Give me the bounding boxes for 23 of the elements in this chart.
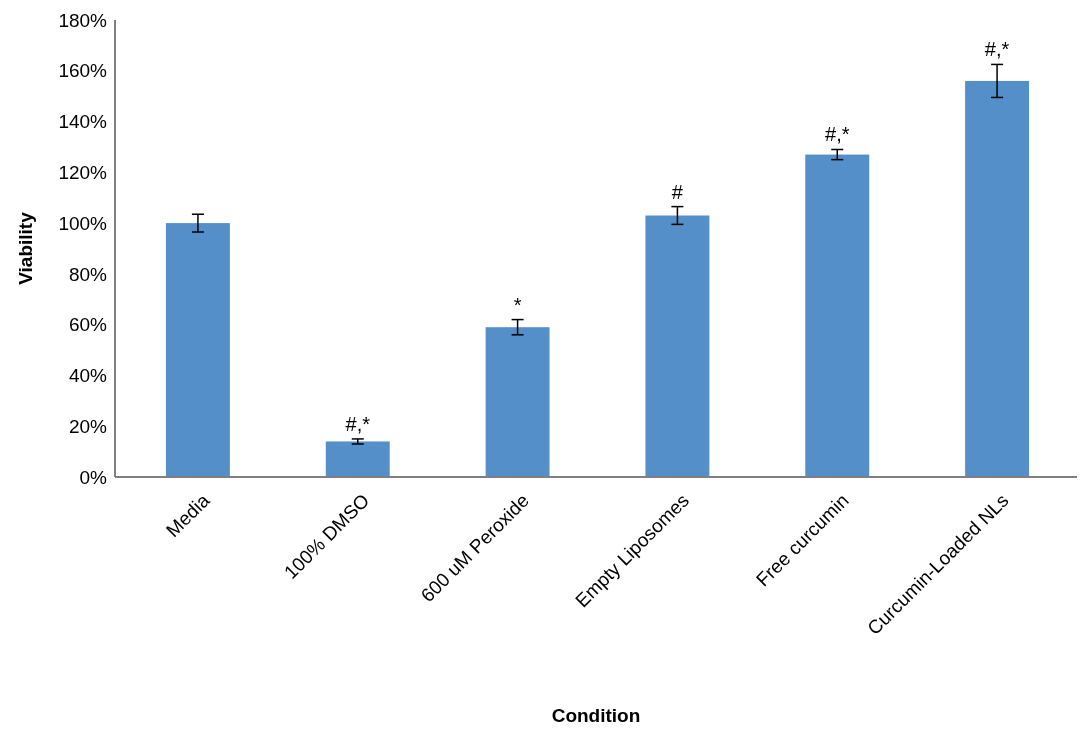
- bar: [645, 215, 710, 477]
- y-tick-label: 180%: [58, 9, 108, 31]
- annotation: #,*: [984, 38, 1010, 61]
- annotation: #: [671, 180, 684, 203]
- bar: [805, 154, 870, 477]
- y-tick-label: 160%: [58, 60, 108, 82]
- x-axis-title: Condition: [551, 705, 641, 726]
- y-tick-label: 140%: [58, 111, 108, 133]
- y-tick-label: 20%: [68, 415, 108, 437]
- y-tick-label: 0%: [79, 466, 108, 488]
- y-tick-label: 80%: [68, 263, 108, 285]
- bar: [325, 441, 390, 477]
- annotation: #,*: [345, 412, 371, 435]
- bar: [165, 223, 230, 477]
- y-tick-label: 100%: [58, 212, 108, 234]
- annotation: #,*: [825, 123, 850, 146]
- y-tick-label: 60%: [68, 314, 108, 336]
- y-axis-title: Viability: [15, 211, 36, 285]
- bar: [965, 80, 1030, 477]
- bar: [485, 327, 550, 477]
- y-tick-label: 120%: [58, 161, 108, 183]
- annotation: *: [513, 293, 522, 316]
- y-tick-label: 40%: [68, 365, 108, 387]
